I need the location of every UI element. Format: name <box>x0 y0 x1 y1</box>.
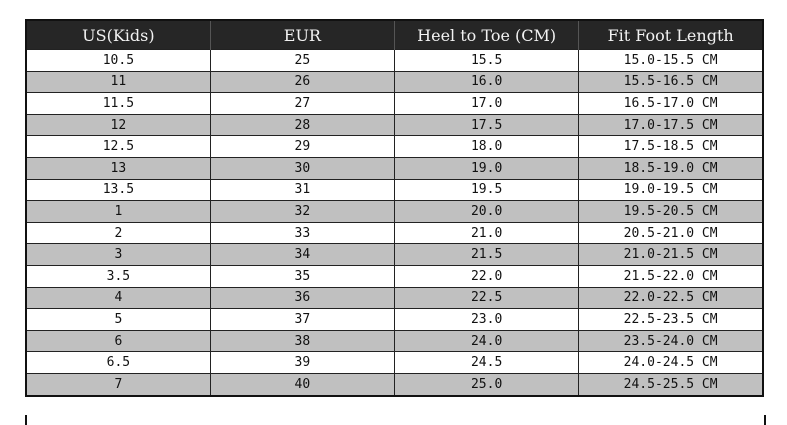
table-row: 13.5 31 19.5 19.0-19.5 CM <box>25 178 764 202</box>
cell-eur: 36 <box>209 286 396 310</box>
cell-fit-foot-length: 24.5-25.5 CM <box>578 372 764 397</box>
cell-heel-to-toe: 17.5 <box>393 113 580 137</box>
table-row: 7 40 25.0 24.5-25.5 CM <box>25 372 764 397</box>
cell-fit-foot-length: 15.5-16.5 CM <box>578 70 764 94</box>
cell-heel-to-toe: 22.0 <box>393 264 580 288</box>
cell-eur: 34 <box>209 243 396 266</box>
table-row: 1 32 20.0 19.5-20.5 CM <box>25 200 764 223</box>
cell-us-kids: 5 <box>25 308 211 331</box>
cell-us-kids: 6 <box>25 329 211 353</box>
table-row: 13 30 19.0 18.5-19.0 CM <box>25 156 764 180</box>
size-chart-table: US(Kids) EUR Heel to Toe (CM) Fit Foot L… <box>25 19 764 397</box>
cell-fit-foot-length: 17.0-17.5 CM <box>578 113 764 137</box>
header-heel-to-toe: Heel to Toe (CM) <box>393 20 580 50</box>
cell-fit-foot-length: 21.0-21.5 CM <box>578 243 764 266</box>
table-row: 12 28 17.5 17.0-17.5 CM <box>25 113 764 137</box>
cell-us-kids: 1 <box>25 200 211 223</box>
table-row: 3 34 21.5 21.0-21.5 CM <box>25 243 764 266</box>
cell-eur: 28 <box>209 113 396 137</box>
cell-eur: 37 <box>209 308 396 331</box>
cell-us-kids: 4 <box>25 286 211 310</box>
cell-heel-to-toe: 17.0 <box>393 92 580 115</box>
cell-eur: 30 <box>209 156 396 180</box>
header-eur: EUR <box>209 20 396 50</box>
cell-eur: 25 <box>209 49 396 72</box>
cell-heel-to-toe: 20.0 <box>393 200 580 223</box>
cell-heel-to-toe: 22.5 <box>393 286 580 310</box>
cell-heel-to-toe: 24.5 <box>393 351 580 374</box>
table-row: 3.5 35 22.0 21.5-22.0 CM <box>25 264 764 288</box>
header-us-kids: US(Kids) <box>25 20 211 50</box>
header-row: US(Kids) EUR Heel to Toe (CM) Fit Foot L… <box>25 20 764 50</box>
table-row: 11 26 16.0 15.5-16.5 CM <box>25 70 764 94</box>
cell-us-kids: 6.5 <box>25 351 211 374</box>
cell-eur: 33 <box>209 221 396 245</box>
table-bottom-extension <box>25 415 766 425</box>
cell-fit-foot-length: 20.5-21.0 CM <box>578 221 764 245</box>
cell-fit-foot-length: 19.0-19.5 CM <box>578 178 764 202</box>
cell-us-kids: 7 <box>25 372 211 397</box>
cell-eur: 39 <box>209 351 396 374</box>
cell-eur: 27 <box>209 92 396 115</box>
cell-eur: 38 <box>209 329 396 353</box>
cell-fit-foot-length: 21.5-22.0 CM <box>578 264 764 288</box>
cell-fit-foot-length: 24.0-24.5 CM <box>578 351 764 374</box>
cell-us-kids: 2 <box>25 221 211 245</box>
cell-fit-foot-length: 23.5-24.0 CM <box>578 329 764 353</box>
table-row: 11.5 27 17.0 16.5-17.0 CM <box>25 92 764 115</box>
cell-eur: 35 <box>209 264 396 288</box>
cell-heel-to-toe: 16.0 <box>393 70 580 94</box>
table-row: 2 33 21.0 20.5-21.0 CM <box>25 221 764 245</box>
cell-fit-foot-length: 22.0-22.5 CM <box>578 286 764 310</box>
table-row: 10.5 25 15.5 15.0-15.5 CM <box>25 49 764 72</box>
cell-eur: 31 <box>209 178 396 202</box>
cell-us-kids: 13.5 <box>25 178 211 202</box>
cell-us-kids: 3 <box>25 243 211 266</box>
cell-heel-to-toe: 24.0 <box>393 329 580 353</box>
table-row: 12.5 29 18.0 17.5-18.5 CM <box>25 135 764 158</box>
header-fit-foot-length: Fit Foot Length <box>578 20 764 50</box>
table-row: 6.5 39 24.5 24.0-24.5 CM <box>25 351 764 374</box>
cell-us-kids: 12 <box>25 113 211 137</box>
cell-eur: 40 <box>209 372 396 397</box>
table-row: 5 37 23.0 22.5-23.5 CM <box>25 308 764 331</box>
cell-eur: 32 <box>209 200 396 223</box>
cell-fit-foot-length: 22.5-23.5 CM <box>578 308 764 331</box>
cell-heel-to-toe: 25.0 <box>393 372 580 397</box>
table-row: 6 38 24.0 23.5-24.0 CM <box>25 329 764 353</box>
cell-us-kids: 3.5 <box>25 264 211 288</box>
cell-us-kids: 10.5 <box>25 49 211 72</box>
table-row: 4 36 22.5 22.0-22.5 CM <box>25 286 764 310</box>
cell-heel-to-toe: 18.0 <box>393 135 580 158</box>
cell-us-kids: 11.5 <box>25 92 211 115</box>
cell-us-kids: 12.5 <box>25 135 211 158</box>
cell-heel-to-toe: 19.5 <box>393 178 580 202</box>
cell-eur: 29 <box>209 135 396 158</box>
cell-heel-to-toe: 15.5 <box>393 49 580 72</box>
cell-fit-foot-length: 17.5-18.5 CM <box>578 135 764 158</box>
cell-heel-to-toe: 23.0 <box>393 308 580 331</box>
cell-heel-to-toe: 21.0 <box>393 221 580 245</box>
cell-fit-foot-length: 19.5-20.5 CM <box>578 200 764 223</box>
cell-us-kids: 11 <box>25 70 211 94</box>
cell-fit-foot-length: 18.5-19.0 CM <box>578 156 764 180</box>
cell-us-kids: 13 <box>25 156 211 180</box>
cell-fit-foot-length: 15.0-15.5 CM <box>578 49 764 72</box>
cell-heel-to-toe: 21.5 <box>393 243 580 266</box>
cell-heel-to-toe: 19.0 <box>393 156 580 180</box>
cell-eur: 26 <box>209 70 396 94</box>
cell-fit-foot-length: 16.5-17.0 CM <box>578 92 764 115</box>
